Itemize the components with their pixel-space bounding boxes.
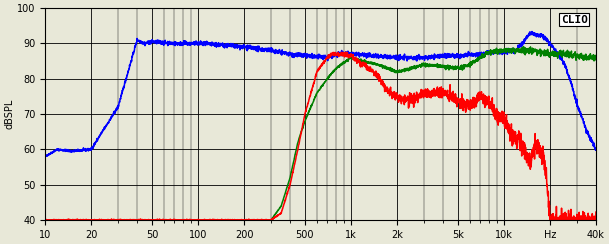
Y-axis label: dBSPL: dBSPL bbox=[4, 99, 14, 129]
Text: CLIO: CLIO bbox=[561, 15, 588, 25]
